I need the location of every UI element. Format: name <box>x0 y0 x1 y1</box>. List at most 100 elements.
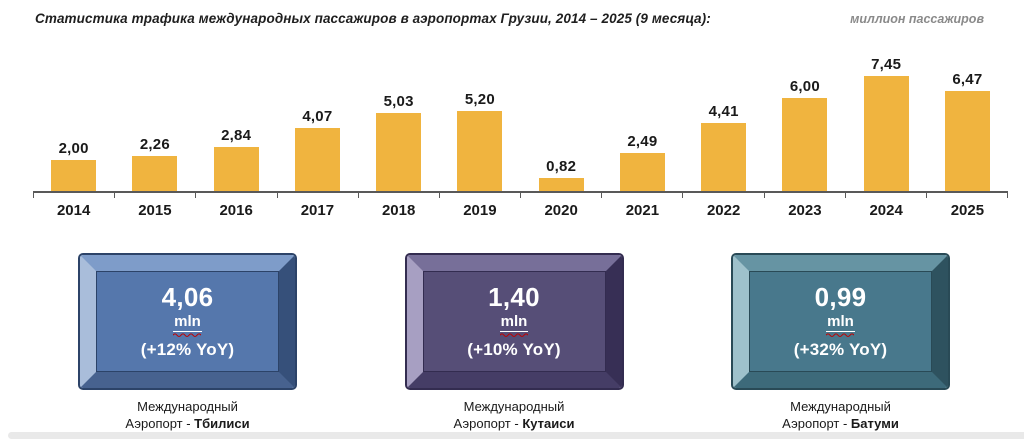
bar <box>944 91 990 191</box>
bar-slot: 2,00 <box>33 56 114 191</box>
bar <box>294 128 340 191</box>
bar-slot: 5,20 <box>439 56 520 191</box>
axis-tick <box>763 193 845 198</box>
bar <box>376 113 422 191</box>
axis-year-label: 2020 <box>544 202 578 219</box>
axis-tick <box>844 193 926 198</box>
airport-caption-line1: Международный <box>790 399 891 414</box>
bar-slot: 2,26 <box>114 56 195 191</box>
airport-caption-line2: Аэропорт - Кутаиси <box>454 416 575 433</box>
axis-year-label: 2014 <box>56 202 91 219</box>
yoy-growth-label: (+10% YoY) <box>467 340 561 360</box>
unit-label: mln <box>826 313 855 333</box>
plot-area: 2,00 2,26 2,84 4,07 5,03 5,20 0,82 2,49 4,41 6,00… <box>33 56 1008 191</box>
airport-caption-prefix: Аэропорт - <box>125 415 195 431</box>
airport-card: 4,06 mln (+12% YoY) Международный Аэропо… <box>80 255 295 433</box>
bar-value-label: 6,47 <box>952 71 983 89</box>
bar-value-label: 6,00 <box>789 78 820 96</box>
units-label: миллион пассажиров <box>850 12 984 26</box>
bar <box>619 152 665 191</box>
axis-year-label: 2022 <box>706 202 741 219</box>
bar-slot: 5,03 <box>358 56 439 191</box>
axis-year-label: 2023 <box>788 202 822 219</box>
axis-tick <box>438 193 520 198</box>
axis-tick <box>601 193 682 198</box>
airport-caption-line2: Аэропорт - Тбилиси <box>125 416 249 433</box>
bar <box>51 160 97 191</box>
airport-card: 1,40 mln (+10% YoY) Международный Аэропо… <box>406 255 622 433</box>
axis-year-label: 2025 <box>950 202 985 219</box>
unit-wrap: mln <box>173 313 202 338</box>
bar <box>132 156 178 191</box>
airport-card-face: 4,06 mln (+12% YoY) <box>96 271 279 372</box>
airport-card: 0,99 mln (+32% YoY) Международный Аэропо… <box>733 255 948 433</box>
bar <box>782 98 828 191</box>
airport-card-frame: 1,40 mln (+10% YoY) <box>406 255 622 388</box>
yoy-growth-label: (+12% YoY) <box>140 340 235 360</box>
spellcheck-squiggle-icon <box>173 333 202 338</box>
bar-slot: 0,82 <box>521 56 602 191</box>
bar <box>538 178 584 191</box>
unit-wrap: mln <box>499 313 529 338</box>
airport-card-face: 0,99 mln (+32% YoY) <box>749 271 932 372</box>
airport-caption-line1: Международный <box>137 399 238 414</box>
airport-caption: Международный Аэропорт - Кутаиси <box>454 399 575 433</box>
axis-tick <box>276 193 358 198</box>
airport-caption-line1: Международный <box>463 399 565 414</box>
bar-value-label: 4,41 <box>708 102 739 120</box>
bar-value-label: 5,03 <box>383 93 414 111</box>
bar-slot: 4,07 <box>277 56 358 191</box>
airport-caption-prefix: Аэропорт - <box>453 415 523 431</box>
axis-tick <box>33 193 114 198</box>
airport-card-face: 1,40 mln (+10% YoY) <box>422 271 606 372</box>
bar-slot: 6,00 <box>764 56 845 191</box>
bar-slot: 6,47 <box>927 56 1008 191</box>
bar-value-label: 5,20 <box>464 90 495 108</box>
airport-passenger-value: 1,40 <box>488 281 540 312</box>
chart-title: Статистика трафика международных пассажи… <box>35 11 711 26</box>
yoy-growth-label: (+32% YoY) <box>793 340 888 360</box>
axis-tick <box>114 193 195 198</box>
bar-slot: 2,84 <box>196 56 277 191</box>
airport-passenger-value: 0,99 <box>814 281 867 312</box>
axis-year-label: 2017 <box>300 202 335 219</box>
airport-caption-city: Кутаиси <box>522 415 575 431</box>
x-axis-line <box>33 191 1008 193</box>
bar-slot: 4,41 <box>683 56 764 191</box>
bar-value-label: 4,07 <box>302 108 333 126</box>
bar-value-label: 0,82 <box>546 158 577 176</box>
bar-slot: 7,45 <box>846 56 927 191</box>
axis-year-label: 2016 <box>219 202 253 219</box>
airport-card-frame: 0,99 mln (+32% YoY) <box>733 255 948 388</box>
bar <box>863 76 909 191</box>
airport-caption-city: Тбилиси <box>194 415 250 431</box>
axis-year-label: 2024 <box>869 202 903 219</box>
airport-card-frame: 4,06 mln (+12% YoY) <box>80 255 295 388</box>
axis-tick <box>195 193 276 198</box>
airport-caption-city: Батуми <box>850 415 899 431</box>
axis-tick <box>682 193 763 198</box>
axis-tick <box>925 193 1009 198</box>
spellcheck-squiggle-icon <box>499 333 528 338</box>
airport-caption: Международный Аэропорт - Тбилиси <box>125 399 249 433</box>
bar <box>213 147 259 191</box>
axis-tick <box>520 193 601 198</box>
axis-year-label: 2019 <box>463 202 497 219</box>
bar-value-label: 2,00 <box>58 140 89 158</box>
airport-passenger-value: 4,06 <box>161 281 214 312</box>
bar-value-label: 2,84 <box>221 127 252 145</box>
unit-wrap: mln <box>826 313 855 338</box>
airport-caption: Международный Аэропорт - Батуми <box>782 399 899 433</box>
bar <box>701 122 747 191</box>
bar-value-label: 2,49 <box>627 132 658 150</box>
axis-year-label: 2018 <box>381 202 416 219</box>
axis-year-label: 2015 <box>138 202 172 219</box>
airport-caption-line2: Аэропорт - Батуми <box>782 416 899 433</box>
axis-year-label: 2021 <box>625 202 660 219</box>
bar <box>457 110 503 191</box>
spellcheck-squiggle-icon <box>826 333 855 338</box>
unit-label: mln <box>499 313 529 333</box>
bottom-edge-strip <box>8 432 1024 439</box>
cards-row: 4,06 mln (+12% YoY) Международный Аэропо… <box>0 255 1024 433</box>
